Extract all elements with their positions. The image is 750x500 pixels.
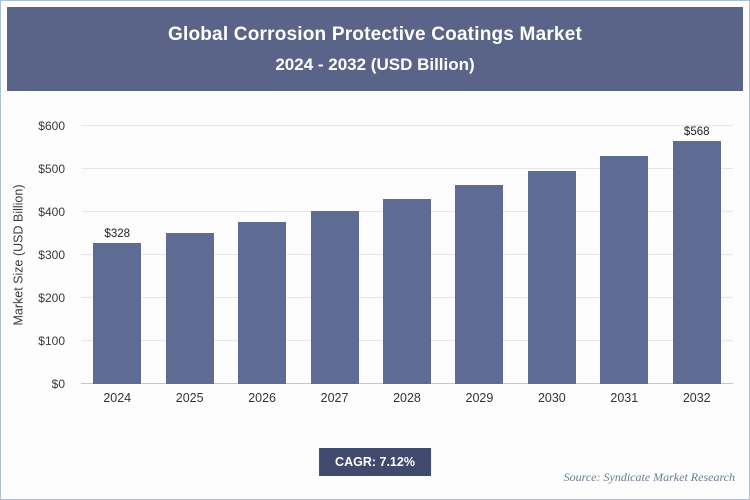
bar-slot xyxy=(371,126,443,384)
y-axis-ticks: $0 $100 $200 $300 $400 $500 $600 xyxy=(1,119,73,391)
chart-header: Global Corrosion Protective Coatings Mar… xyxy=(7,7,743,91)
bar-slot xyxy=(516,126,588,384)
gridline xyxy=(81,125,733,126)
y-tick-label: $200 xyxy=(38,291,65,305)
bar-2031 xyxy=(600,156,649,384)
bar-slot xyxy=(443,126,515,384)
x-axis-labels: 2024 2025 2026 2027 2028 2029 2030 2031 2032 xyxy=(81,387,733,405)
chart-title: Global Corrosion Protective Coatings Mar… xyxy=(167,23,582,45)
bar-slot xyxy=(298,126,370,384)
bar-slot xyxy=(588,126,660,384)
x-tick-label: 2028 xyxy=(393,391,421,405)
y-tick-label: $0 xyxy=(51,377,65,391)
bar-value-label: $568 xyxy=(683,126,710,138)
y-tick-label: $600 xyxy=(38,119,65,133)
cagr-badge: CAGR: 7.12% xyxy=(319,448,431,476)
bar-2026 xyxy=(238,222,287,384)
x-tick-label: 2032 xyxy=(682,391,711,405)
gridline xyxy=(81,168,733,169)
bar-slot: $568 xyxy=(661,126,733,384)
plot-area: $328 $568 xyxy=(81,125,733,384)
x-tick-label: 2029 xyxy=(465,391,494,405)
x-tick-label: 2026 xyxy=(248,391,276,405)
bar-value-label: $328 xyxy=(104,227,131,240)
x-tick-label: 2025 xyxy=(175,391,204,405)
chart-subtitle: 2024 - 2032 (USD Billion) xyxy=(275,54,475,74)
bar-2032 xyxy=(672,141,721,384)
bar-2027 xyxy=(310,210,359,384)
bar-2024 xyxy=(93,242,142,384)
x-tick-label: 2031 xyxy=(610,391,639,405)
x-tick-label: 2030 xyxy=(537,391,566,405)
bar-2025 xyxy=(165,233,214,384)
y-tick-label: $100 xyxy=(38,334,65,348)
bars-row: $328 $568 xyxy=(81,126,733,384)
bar-slot xyxy=(226,126,298,384)
bar-2028 xyxy=(382,198,431,384)
bar-slot: $328 xyxy=(81,126,153,384)
bar-slot xyxy=(153,126,225,384)
x-tick-label: 2027 xyxy=(320,391,349,405)
y-tick-label: $300 xyxy=(38,248,65,262)
source-attribution: Source: Syndicate Market Research xyxy=(563,470,735,484)
bar-2029 xyxy=(455,185,504,384)
y-tick-label: $500 xyxy=(38,162,65,176)
y-tick-label: $400 xyxy=(38,205,65,219)
bar-2030 xyxy=(527,171,576,384)
x-tick-label: 2024 xyxy=(103,391,132,405)
